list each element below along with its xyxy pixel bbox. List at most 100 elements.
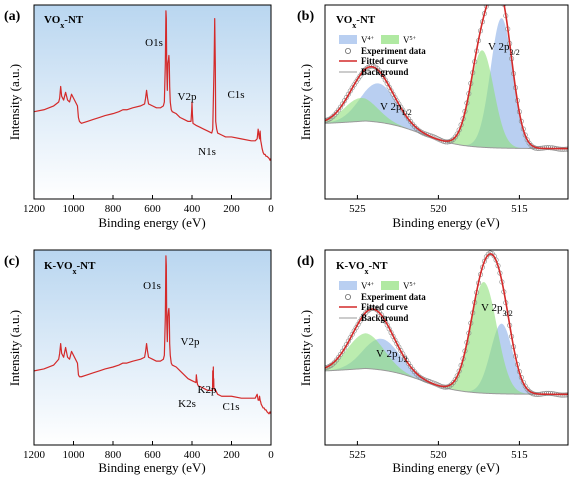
experiment-data-point xyxy=(454,131,460,137)
panel-c-letter: (c) xyxy=(4,254,20,269)
peak-label-c1s-c: C1s xyxy=(222,401,239,413)
x-tick-label: 1200 xyxy=(23,449,46,461)
fitted-curve-line xyxy=(325,253,568,396)
panel-a-x-label: Binding energy (eV) xyxy=(98,215,205,230)
x-tick-label: 525 xyxy=(349,449,366,461)
x-tick-label: 520 xyxy=(430,203,447,215)
experiment-data-markers xyxy=(325,250,568,398)
experiment-data-point xyxy=(487,250,493,256)
panel-b-y-label: Intensity (a.u.) xyxy=(298,64,313,140)
experiment-data-point xyxy=(559,146,565,152)
legend-label-exp-b: Experiment data xyxy=(361,46,426,56)
x-tick-label: 600 xyxy=(144,449,161,461)
legend-label-fit-b: Fitted curve xyxy=(361,56,408,66)
x-tick-label: 1200 xyxy=(23,203,46,215)
peak-label-2p12-b: V 2p1/2 xyxy=(380,101,412,117)
panel-a-plot xyxy=(34,10,271,161)
experiment-data-point xyxy=(547,145,553,151)
x-tick-label: 1000 xyxy=(63,449,86,461)
panel-a: 1200 1000 800 600 400 200 0 (a) VOx-NT Binding… xyxy=(4,4,274,230)
peak-label-v2p-c: V2p xyxy=(181,336,200,348)
peak-label-n1s-a: N1s xyxy=(198,146,216,158)
legend-swatch-v5-d xyxy=(381,281,399,290)
panel-b-x-axis: 525 520 515 xyxy=(349,195,528,215)
panel-b-x-label: Binding energy (eV) xyxy=(392,215,499,230)
panel-d-legend: V4+ V5+ Experiment data Fitted curve Bac… xyxy=(339,281,426,323)
panel-b-sample-label: VOx-NT xyxy=(336,14,376,30)
panel-d-letter: (d) xyxy=(297,254,314,269)
x-tick-label: 400 xyxy=(184,203,201,215)
peak-label-2p32-d: V 2p3/2 xyxy=(481,302,513,318)
x-tick-label: 0 xyxy=(268,203,274,215)
x-tick-label: 525 xyxy=(349,203,366,215)
panel-c-sample-label: K-VOx-NT xyxy=(44,260,96,276)
panel-b: 525 520 515 (b) VOx-NT V4+ V5+ Experiment … xyxy=(297,0,569,230)
panel-d: 525 520 515 (d) K-VOx-NT V4+ V5+ Experimen… xyxy=(297,249,569,475)
panel-d-plot xyxy=(325,250,568,398)
panel-d-x-label: Binding energy (eV) xyxy=(392,460,499,475)
panel-c-plot xyxy=(34,255,271,415)
legend-marker-exp-b xyxy=(344,48,351,55)
background-line xyxy=(325,367,568,395)
experiment-data-point xyxy=(559,392,565,398)
x-tick-label: 600 xyxy=(144,203,161,215)
x-tick-label: 515 xyxy=(511,449,528,461)
panel-a-background xyxy=(34,5,271,199)
legend-label-v4-d: V4+ xyxy=(361,281,375,291)
experiment-data-point xyxy=(546,390,552,396)
peak-label-2p32-b: V 2p3/2 xyxy=(488,41,520,57)
component-fill-v5 xyxy=(325,333,568,395)
panel-a-y-label: Intensity (a.u.) xyxy=(7,64,22,140)
background-line xyxy=(325,120,568,150)
panel-b-plot xyxy=(325,0,568,152)
survey-spectrum-line xyxy=(34,10,271,161)
peak-label-c1s-a: C1s xyxy=(227,89,244,101)
panel-d-frame xyxy=(324,249,569,446)
peak-label-o1s-a: O1s xyxy=(145,37,163,49)
fitted-curve-line xyxy=(325,5,568,150)
x-tick-label: 800 xyxy=(105,449,122,461)
experiment-data-point xyxy=(546,145,552,151)
legend-label-v5-b: V5+ xyxy=(403,35,417,45)
x-tick-label: 800 xyxy=(105,203,122,215)
panel-d-x-axis: 525 520 515 xyxy=(349,441,528,461)
legend-label-bg-b: Background xyxy=(361,67,408,77)
panel-a-sample-label: VOx-NT xyxy=(44,14,84,30)
panel-b-legend: V4+ V5+ Experiment data Fitted curve Bac… xyxy=(339,35,426,77)
experiment-data-point xyxy=(547,390,553,396)
peak-label-2p12-d: V 2p1/2 xyxy=(376,348,408,364)
x-tick-label: 515 xyxy=(511,203,528,215)
panel-c-x-label: Binding energy (eV) xyxy=(98,460,205,475)
legend-swatch-v4-d xyxy=(339,281,357,290)
peak-label-k2s-c: K2s xyxy=(178,398,196,410)
legend-label-bg-d: Background xyxy=(361,313,408,323)
experiment-data-point xyxy=(454,373,460,379)
panel-c: 1200 1000 800 600 400 200 0 (c) K-VOx-NT Bindi… xyxy=(4,249,274,475)
x-tick-label: 520 xyxy=(430,449,447,461)
legend-label-exp-d: Experiment data xyxy=(361,292,426,302)
panel-d-sample-label: K-VOx-NT xyxy=(336,260,388,276)
legend-label-v5-d: V5+ xyxy=(403,281,417,291)
experiment-data-point xyxy=(561,146,567,152)
legend-swatch-v4-b xyxy=(339,35,357,44)
panel-d-y-label: Intensity (a.u.) xyxy=(298,310,313,386)
legend-swatch-v5-b xyxy=(381,35,399,44)
legend-marker-exp-d xyxy=(344,293,351,300)
panel-b-letter: (b) xyxy=(297,9,314,24)
peak-label-k2p-c: K2p xyxy=(198,384,217,396)
x-tick-label: 400 xyxy=(184,449,201,461)
panel-c-y-label: Intensity (a.u.) xyxy=(7,310,22,386)
panel-c-x-axis: 1200 1000 800 600 400 200 0 xyxy=(23,441,274,461)
experiment-data-point xyxy=(452,377,458,383)
panel-a-x-axis: 1200 1000 800 600 400 200 0 xyxy=(23,195,274,215)
x-tick-label: 0 xyxy=(268,449,274,461)
panel-b-frame xyxy=(324,4,569,200)
survey-spectrum-line xyxy=(34,255,271,415)
legend-label-fit-d: Fitted curve xyxy=(361,302,408,312)
peak-label-v2p-a: V2p xyxy=(178,91,197,103)
peak-label-o1s-c: O1s xyxy=(143,280,161,292)
experiment-data-point xyxy=(486,0,490,2)
x-tick-label: 200 xyxy=(223,449,240,461)
panel-c-background xyxy=(34,250,271,445)
